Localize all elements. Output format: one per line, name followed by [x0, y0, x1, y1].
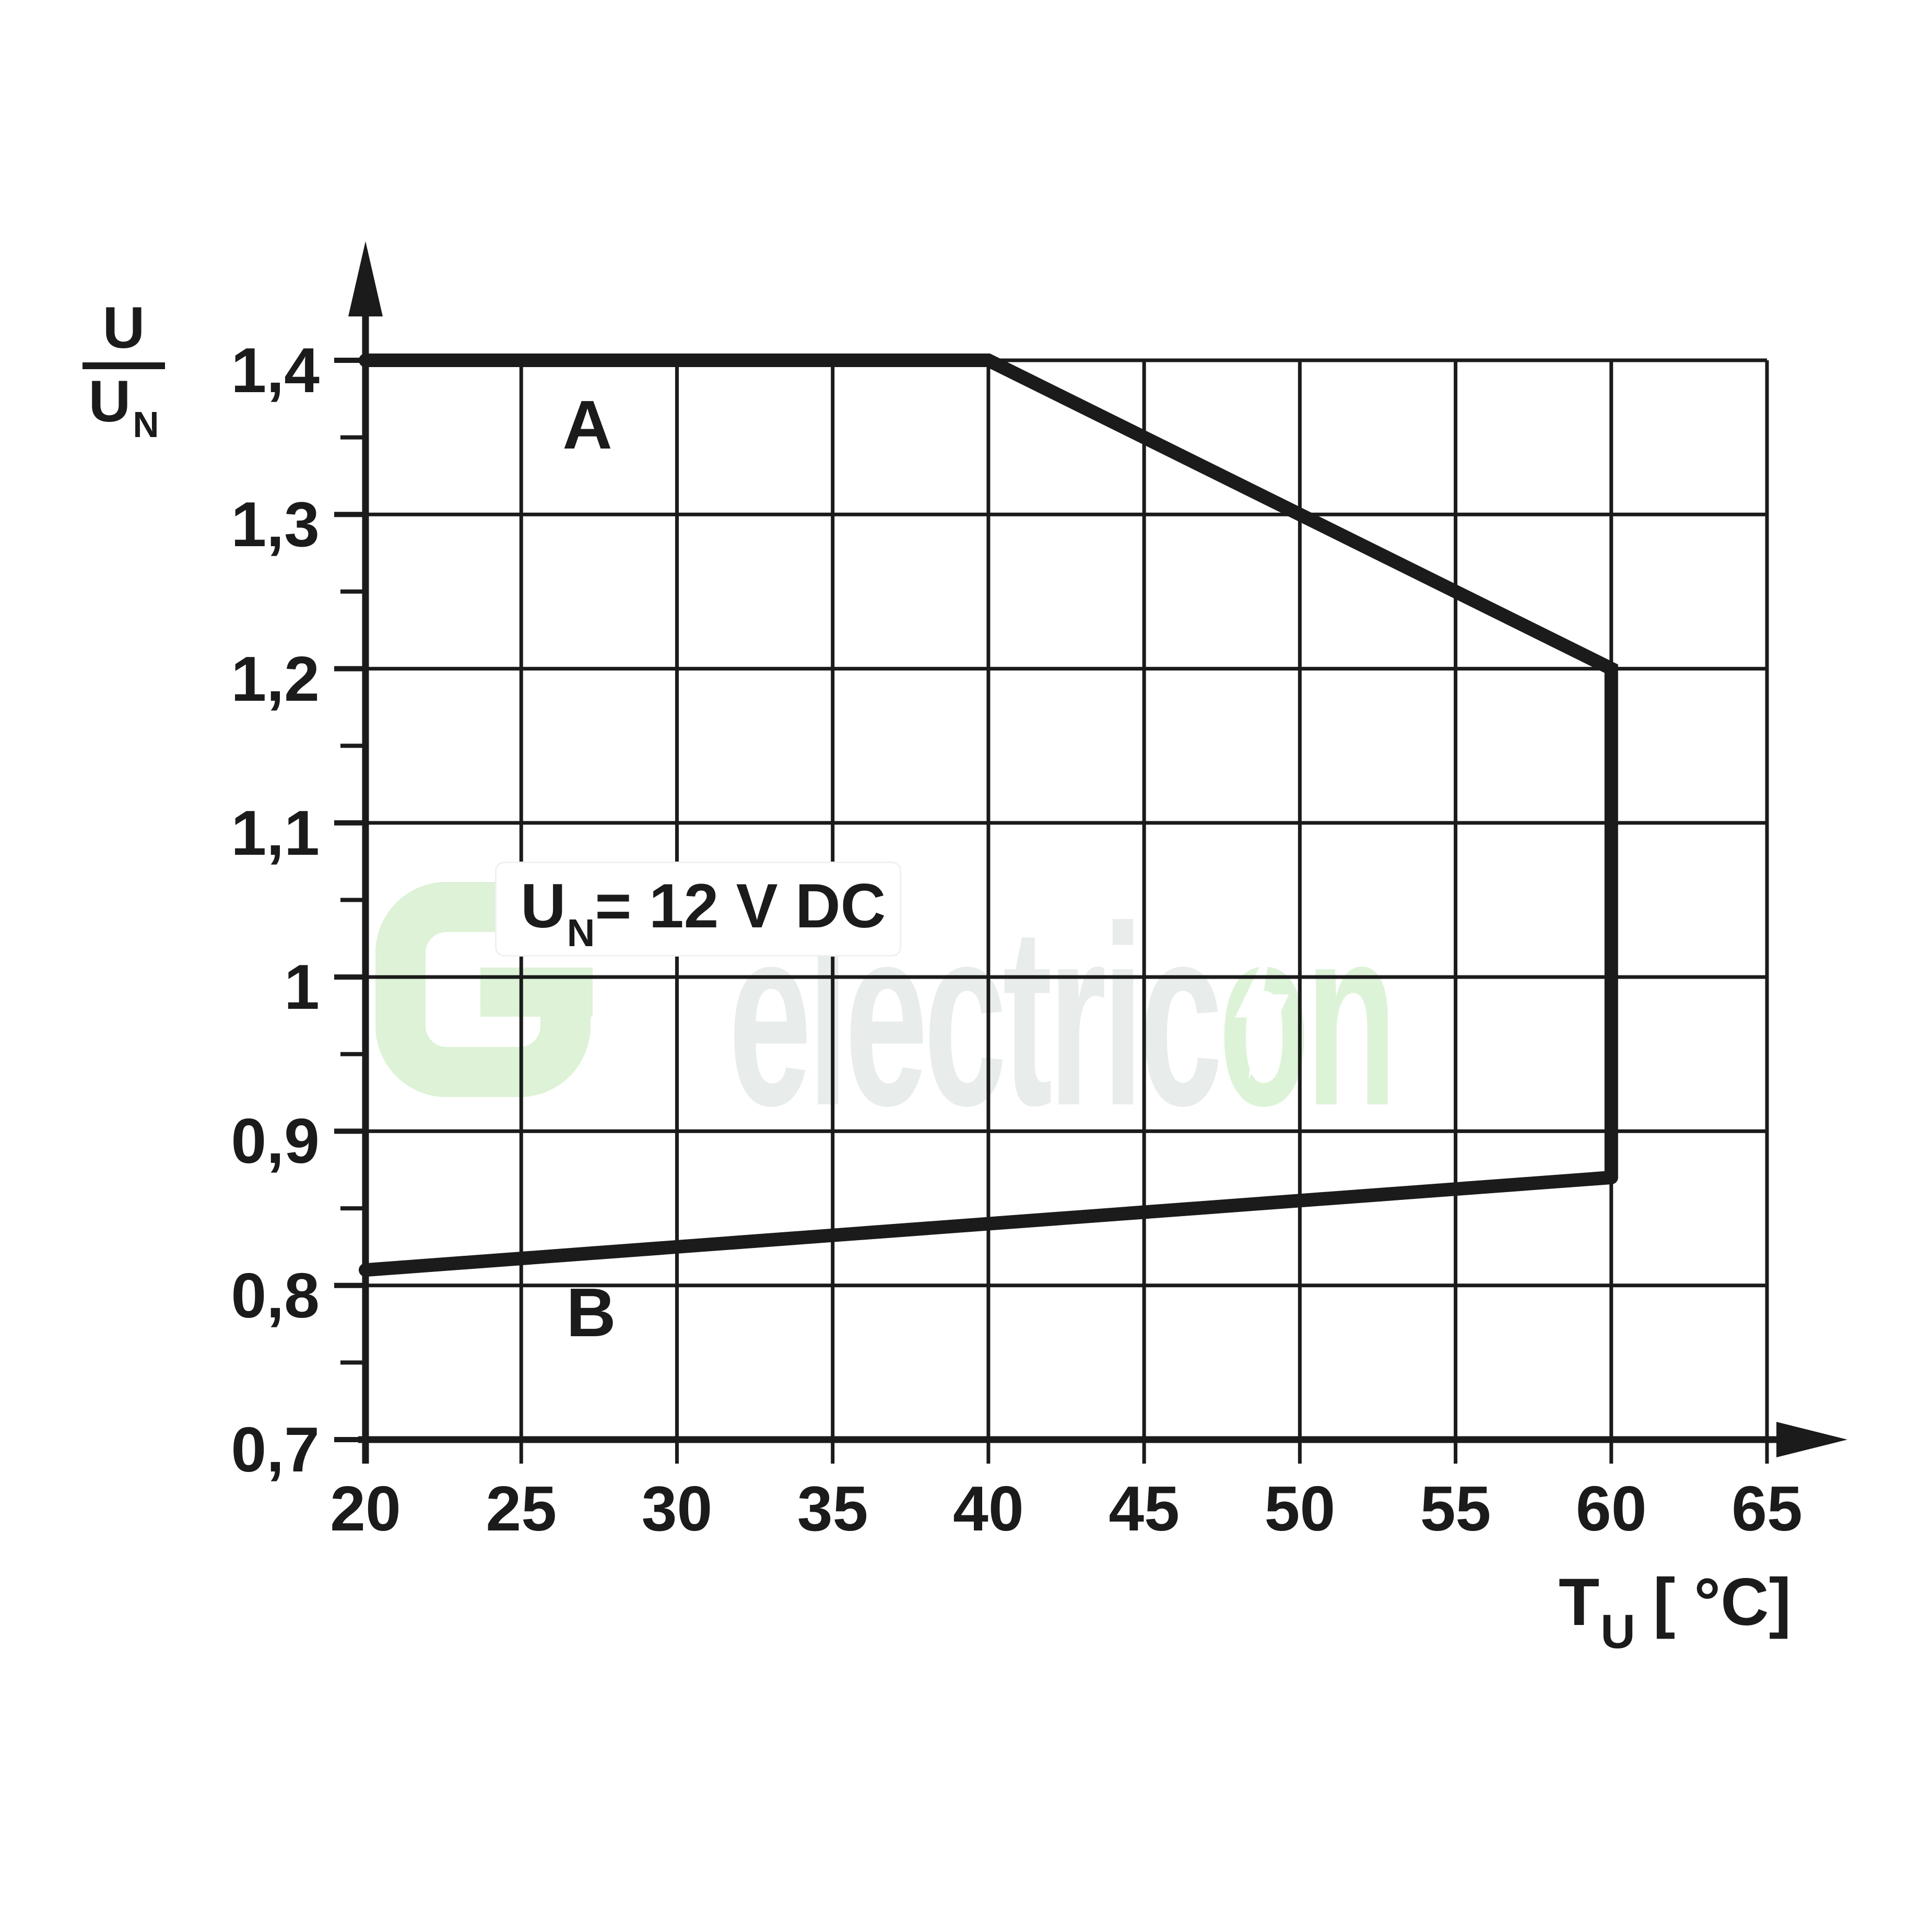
annotation-box: UN= 12 V DC: [495, 862, 901, 957]
x-tick-label: 25: [486, 1473, 557, 1544]
lightning-bolt-icon: [1235, 941, 1289, 1080]
x-tick-label: 30: [641, 1473, 713, 1544]
x-axis-title: TU[ °C]: [1559, 1565, 1792, 1659]
y-tick-label: 1,1: [231, 797, 320, 868]
curve-b: [359, 1171, 1618, 1277]
y-tick-label: 1,2: [231, 643, 320, 714]
y-axis-arrow-icon: [348, 241, 383, 316]
y-axis-title: U UN: [83, 295, 165, 445]
curve-a-label: A: [562, 386, 612, 463]
fraction-bar: [83, 362, 165, 369]
watermark-letter-n: n: [1305, 873, 1397, 1159]
watermark-letter-o: o: [1218, 888, 1310, 1144]
y-axis-title-denominator: UN: [88, 369, 159, 445]
curve-b-label: B: [566, 1274, 616, 1351]
y-axis-title-numerator: U: [102, 295, 145, 360]
x-tick-label: 55: [1420, 1473, 1491, 1544]
x-tick-label: 35: [797, 1473, 868, 1544]
y-tick-label: 0,8: [231, 1259, 320, 1331]
x-axis-arrow-icon: [1776, 1422, 1847, 1457]
y-tick-label: 1,4: [231, 335, 320, 406]
x-tick-label: 40: [953, 1473, 1024, 1544]
curve-a: [359, 354, 1618, 1184]
x-tick-label: 65: [1731, 1473, 1803, 1544]
x-tick-label: 60: [1575, 1473, 1647, 1544]
x-tick-label: 45: [1109, 1473, 1180, 1544]
watermark-text: electricon: [728, 888, 1397, 1144]
x-tick-label: 50: [1264, 1473, 1336, 1544]
annotation-text: UN= 12 V DC: [521, 871, 886, 955]
y-tick-label: 0,7: [231, 1414, 320, 1485]
y-tick-label: 1: [284, 951, 320, 1023]
x-tick-label: 20: [330, 1473, 401, 1544]
y-tick-label: 0,9: [231, 1105, 320, 1177]
y-tick-label: 1,3: [231, 489, 320, 560]
